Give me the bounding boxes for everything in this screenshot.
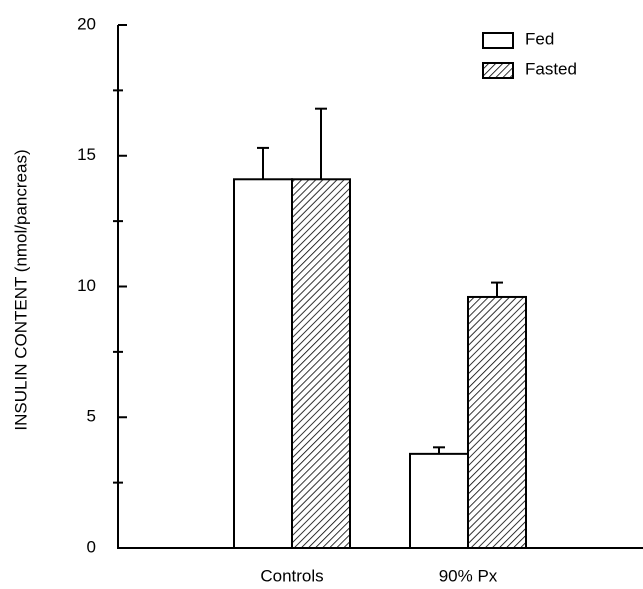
legend-swatch	[482, 62, 514, 79]
legend-label: Fed	[525, 29, 554, 48]
bar	[233, 178, 293, 549]
y-tick-label: 10	[77, 276, 96, 295]
y-tick-label: 15	[77, 145, 96, 164]
y-tick-label: 0	[87, 537, 96, 556]
x-tick-label: Controls	[260, 566, 323, 585]
bar	[291, 178, 351, 549]
bar	[409, 452, 469, 549]
x-tick-label: 90% Px	[439, 566, 498, 585]
bar	[467, 295, 527, 549]
legend-swatch	[482, 32, 514, 49]
y-axis-label: INSULIN CONTENT (nmol/pancreas)	[11, 149, 30, 430]
legend-label: Fasted	[525, 59, 577, 78]
y-tick-label: 20	[77, 14, 96, 33]
y-tick-label: 5	[87, 407, 96, 426]
